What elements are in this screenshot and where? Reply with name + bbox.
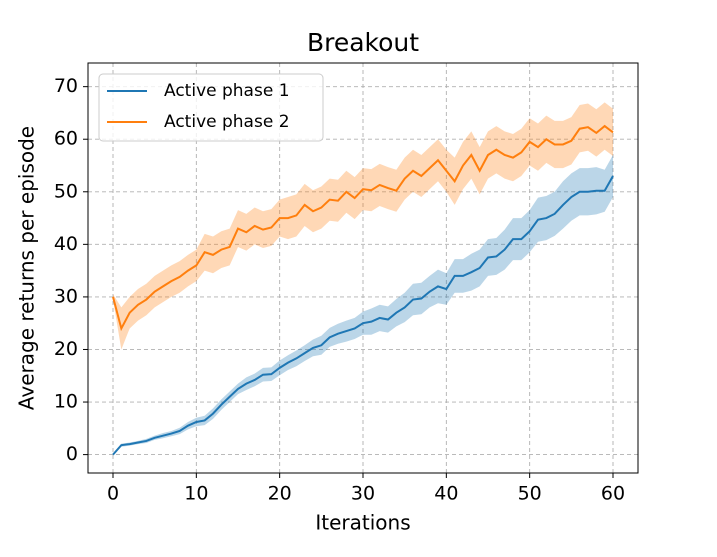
x-tick-label: 30 — [351, 483, 375, 505]
x-tick-label: 10 — [184, 483, 208, 505]
x-axis-label: Iterations — [315, 511, 410, 535]
x-tick-label: 0 — [107, 483, 119, 505]
y-tick-label: 40 — [54, 233, 78, 255]
y-tick-label: 60 — [54, 128, 78, 150]
y-axis-label: Average returns per episode — [15, 126, 39, 410]
legend-label: Active phase 2 — [164, 112, 290, 132]
line — [112, 124, 614, 332]
chart-title: Breakout — [307, 28, 419, 57]
x-tick-label: 40 — [434, 483, 458, 505]
y-tick-label: 10 — [54, 391, 78, 413]
legend-box — [98, 73, 324, 142]
legend-label: Active phase 1 — [164, 81, 290, 101]
x-tick-label: 50 — [518, 483, 542, 505]
x-tick-label: 20 — [268, 483, 292, 505]
y-tick-label: 30 — [54, 285, 78, 307]
plot-frame — [87, 62, 639, 474]
legend: Active phase 1 Active phase 2 — [98, 73, 324, 142]
series-group — [112, 102, 614, 456]
confidence-band — [113, 102, 613, 350]
x-tick-label: 60 — [601, 483, 625, 505]
line — [112, 175, 614, 456]
y-tick-label: 50 — [54, 180, 78, 202]
y-tick-label: 20 — [54, 338, 78, 360]
confidence-band — [113, 154, 613, 456]
y-tick-label: 70 — [54, 75, 78, 97]
y-tick-label: 0 — [66, 443, 78, 465]
